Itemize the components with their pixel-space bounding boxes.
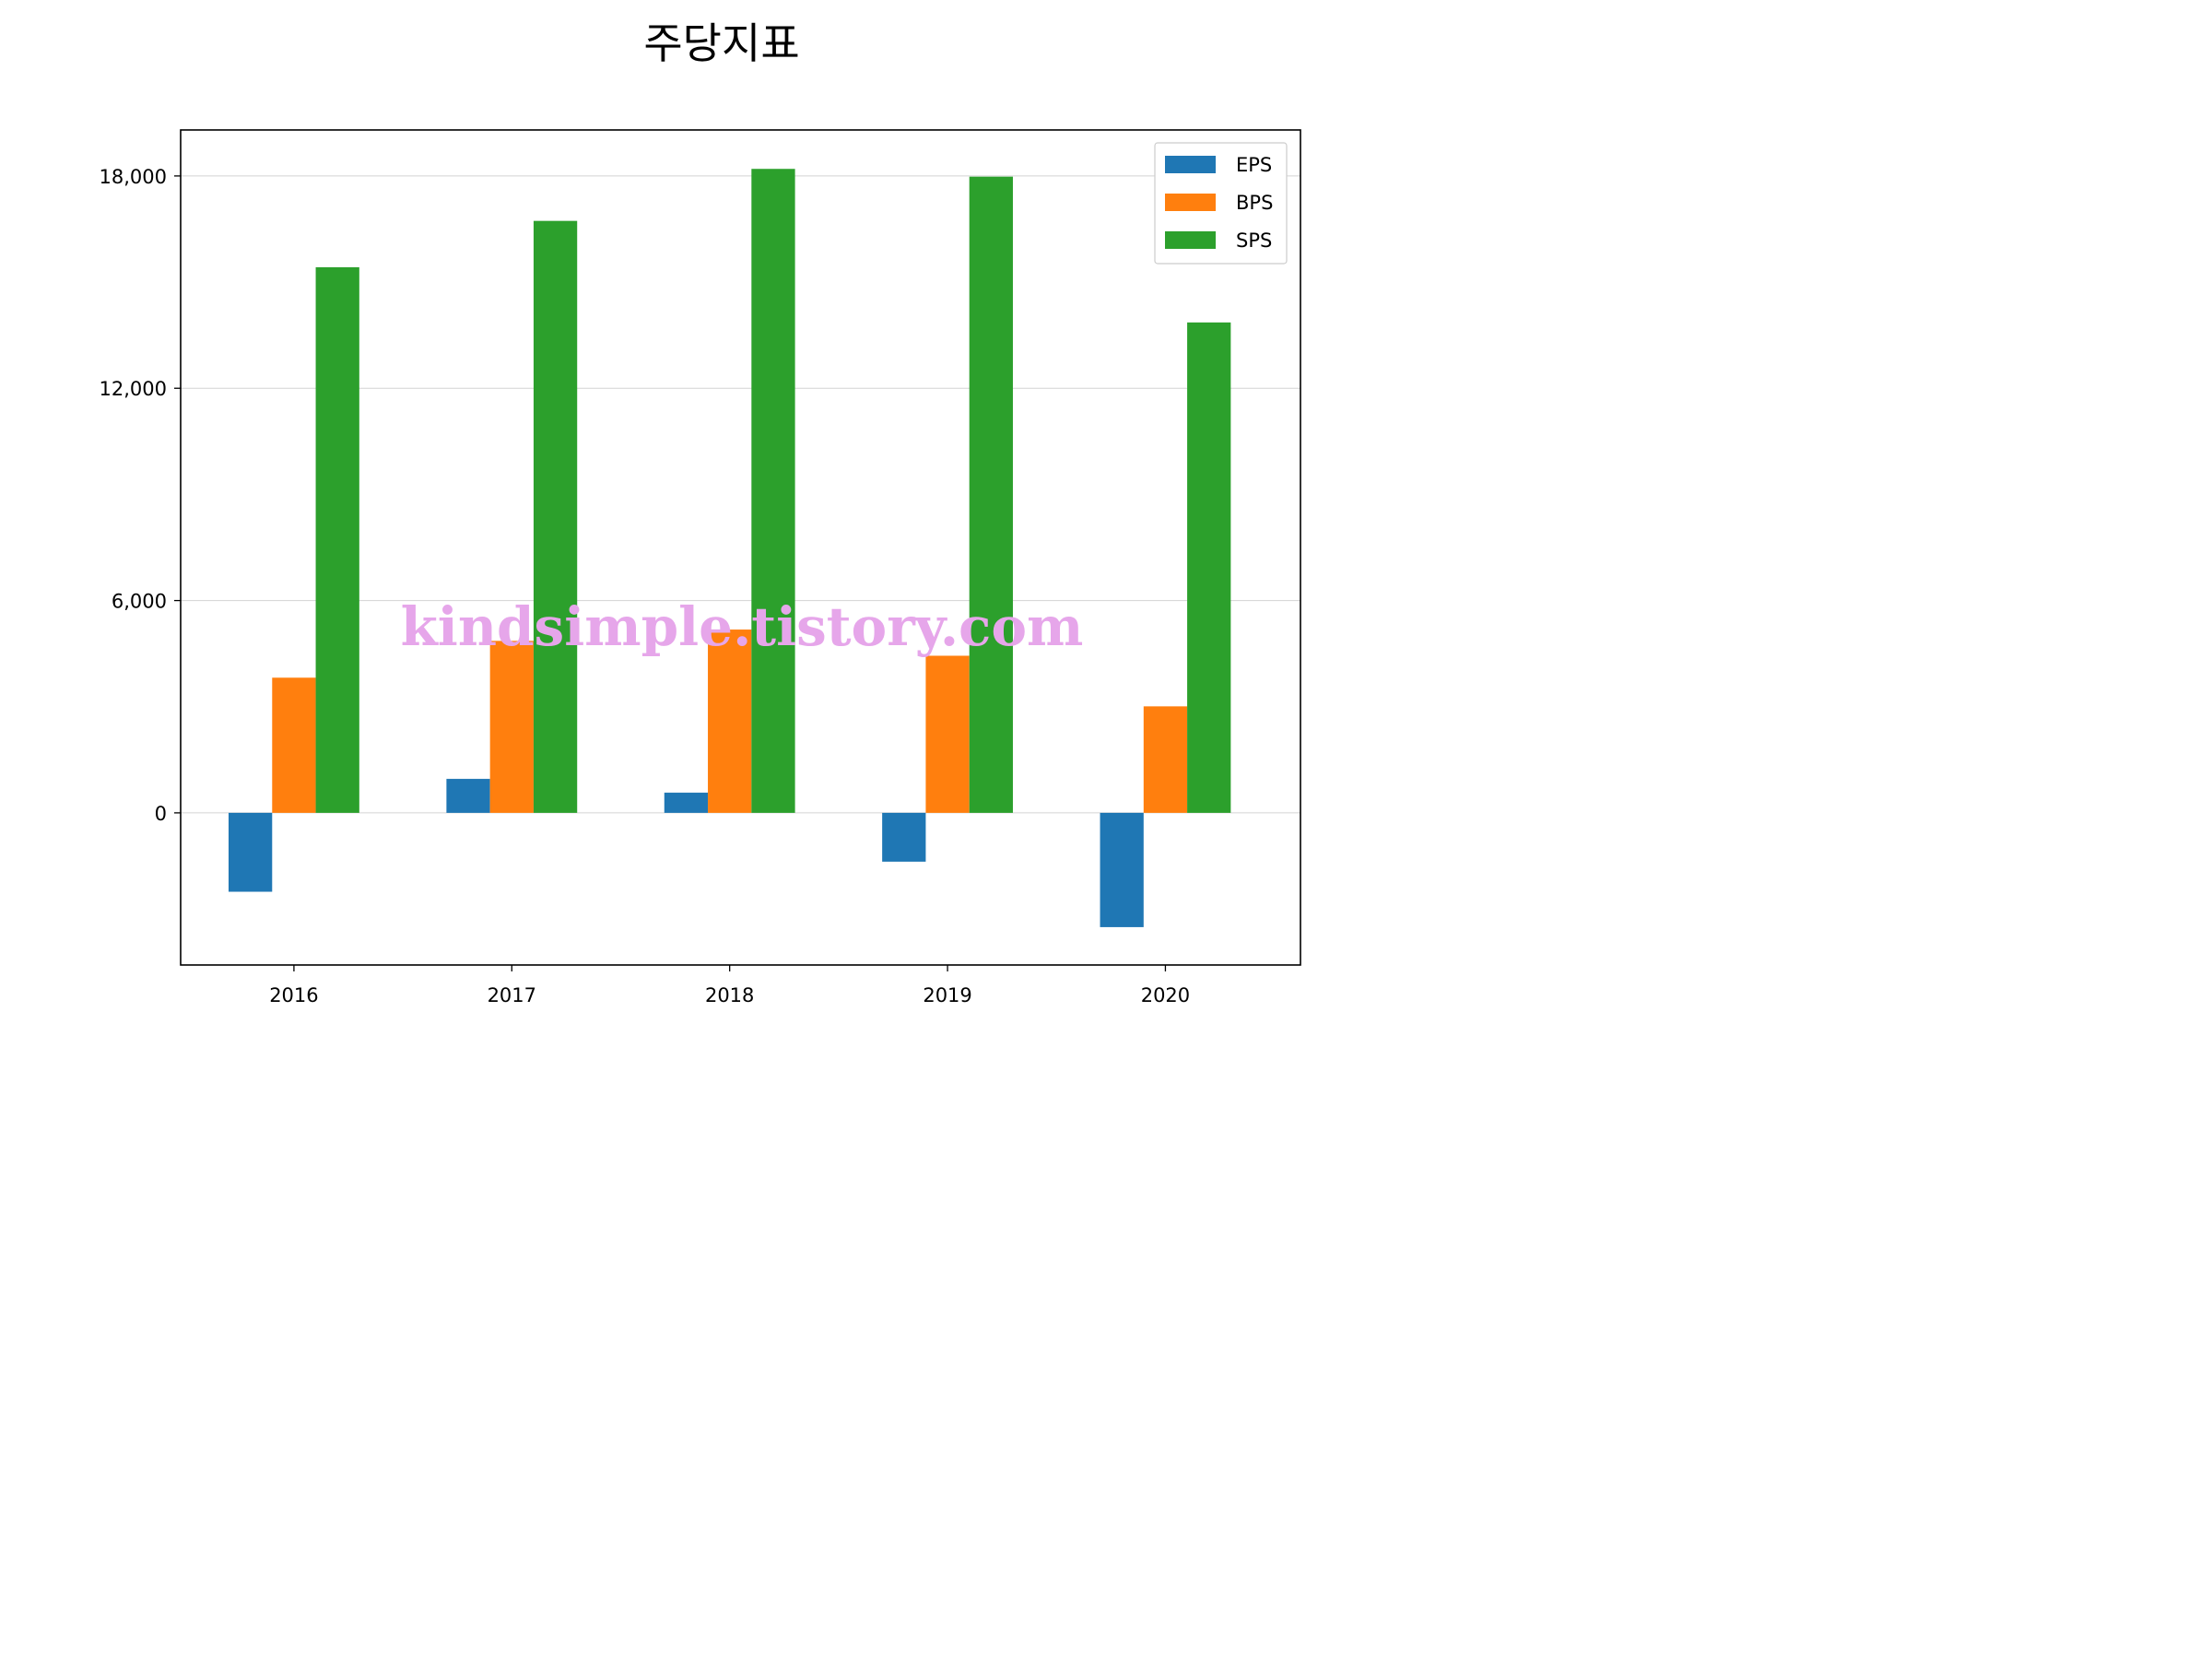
bar-eps-2016 <box>229 812 273 892</box>
y-tick-label: 12,000 <box>100 378 167 400</box>
y-tick-label: 0 <box>155 803 167 825</box>
bar-chart: 주당지표 0 6,000 12,000 18,000 2016 2017 2018 2019… <box>0 0 1422 1066</box>
x-axis-ticks: 2016 2017 2018 2019 2020 <box>269 965 1190 1006</box>
y-tick-label: 6,000 <box>112 591 167 613</box>
bar-bps-2019 <box>925 655 970 813</box>
bar-eps-2018 <box>664 793 709 813</box>
legend-swatch-bps <box>1165 194 1216 211</box>
bar-sps-2019 <box>969 176 1013 813</box>
bar-eps-2020 <box>1100 812 1144 927</box>
bar-bps-2017 <box>489 641 534 813</box>
chart-title: 주당지표 <box>643 18 799 68</box>
x-tick-label: 2016 <box>269 984 318 1006</box>
bar-sps-2016 <box>315 266 359 813</box>
bar-eps-2017 <box>446 779 490 813</box>
x-tick-label: 2019 <box>923 984 971 1006</box>
legend-swatch-eps <box>1165 156 1216 173</box>
plot-frame <box>180 129 1301 966</box>
x-tick-label: 2018 <box>705 984 754 1006</box>
bar-sps-2017 <box>533 220 578 813</box>
bar-bps-2018 <box>708 629 752 813</box>
bar-sps-2020 <box>1187 322 1231 813</box>
x-tick-label: 2017 <box>488 984 536 1006</box>
watermark-text: kindsimple.tistory.com <box>401 595 1084 658</box>
y-axis-ticks: 0 6,000 12,000 18,000 <box>100 166 181 825</box>
bar-sps-2018 <box>751 169 795 813</box>
bar-eps-2019 <box>882 812 926 862</box>
legend-label-bps: BPS <box>1236 192 1273 214</box>
x-tick-label: 2020 <box>1141 984 1190 1006</box>
legend-label-eps: EPS <box>1236 154 1272 176</box>
bar-bps-2016 <box>272 677 316 813</box>
legend: EPS BPS SPS <box>1154 142 1288 265</box>
bars <box>229 169 1231 927</box>
y-tick-label: 18,000 <box>100 166 167 188</box>
legend-label-sps: SPS <box>1236 229 1272 252</box>
legend-swatch-sps <box>1165 231 1216 249</box>
bar-bps-2020 <box>1143 706 1188 813</box>
